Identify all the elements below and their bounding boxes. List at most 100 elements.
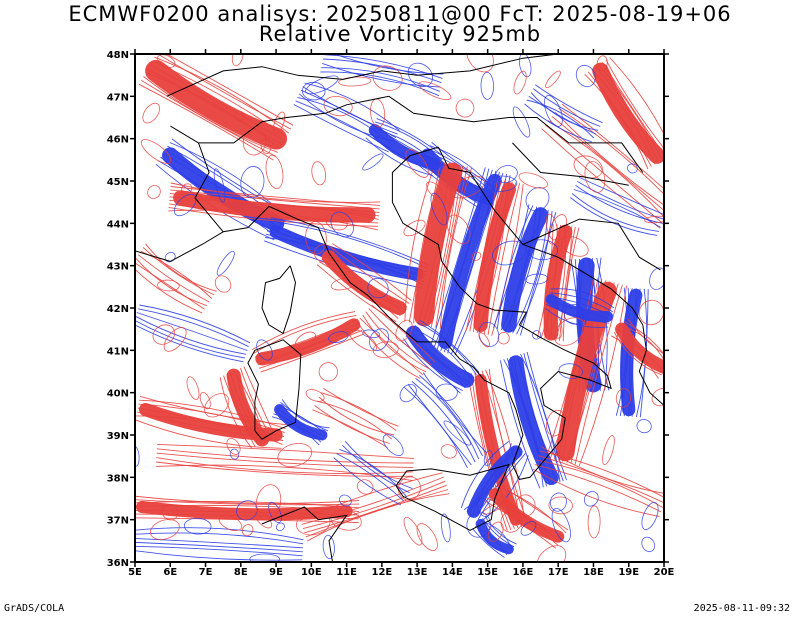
vorticity-contour (480, 181, 513, 334)
vorticity-contour (300, 472, 443, 521)
vorticity-contour (532, 468, 660, 517)
vorticity-core (615, 322, 664, 374)
vorticity-loop (596, 55, 608, 72)
vorticity-contour (135, 419, 282, 449)
lon-tick-label: 6E (163, 567, 177, 578)
vorticity-loop (644, 215, 664, 224)
vorticity-contour (319, 261, 399, 319)
vorticity-contour (467, 374, 508, 531)
vorticity-loop (525, 187, 550, 212)
vorticity-contour (559, 226, 576, 341)
vorticity-contour (135, 324, 244, 363)
vorticity-loop (641, 502, 659, 530)
coastline (247, 339, 302, 440)
vorticity-core (473, 182, 516, 333)
vorticity-loop (649, 267, 664, 290)
vorticity-contour (520, 353, 561, 483)
lat-tick-label: 47N (107, 92, 129, 103)
coastline (522, 218, 661, 271)
lat-tick-label: 36N (107, 558, 129, 569)
vorticity-core (501, 207, 549, 333)
vorticity-contour (419, 375, 484, 457)
vorticity-loop (214, 275, 232, 293)
vorticity-contour (526, 99, 595, 139)
vorticity-contour (584, 73, 649, 170)
vorticity-contour (318, 396, 395, 436)
vorticity-contour (135, 527, 304, 541)
vorticity-core (555, 281, 617, 462)
vorticity-contour (575, 185, 663, 224)
vorticity-core (269, 225, 424, 281)
coastline (135, 231, 224, 262)
vorticity-contour (596, 257, 608, 391)
vorticity-contour (404, 160, 437, 322)
vorticity-contour (512, 209, 549, 334)
vorticity-loop (330, 509, 362, 531)
vorticity-contour (629, 288, 641, 417)
vorticity-loop (305, 221, 327, 255)
lon-tick-label: 5E (128, 567, 142, 578)
vorticity-core (592, 62, 664, 164)
vorticity-loop (161, 504, 179, 521)
vorticity-loop (240, 166, 265, 199)
vorticity-contour (135, 499, 360, 506)
vorticity-loop (627, 163, 638, 174)
lon-tick-label: 12E (371, 567, 392, 578)
vorticity-contour (578, 176, 664, 215)
lon-tick-label: 17E (548, 567, 569, 578)
vorticity-contour (460, 441, 509, 508)
vorticity-loop (348, 328, 378, 352)
vorticity-contour (550, 288, 615, 309)
lat-tick-label: 42N (107, 304, 129, 315)
vorticity-contour (407, 332, 468, 386)
lat-tick-label: 46N (107, 135, 129, 146)
vorticity-core (138, 403, 283, 442)
vorticity-loop (275, 522, 285, 531)
vorticity-loop (216, 250, 235, 276)
vorticity-loop (543, 306, 563, 339)
vorticity-loop (311, 161, 327, 186)
vorticity-loop (548, 496, 573, 515)
vorticity-contour (135, 532, 304, 545)
vorticity-loop (397, 476, 421, 501)
vorticity-loop (478, 332, 490, 348)
vorticity-contour (135, 545, 303, 557)
vorticity-contour (135, 537, 303, 549)
vorticity-contour (544, 124, 664, 225)
vorticity-contour (168, 206, 379, 227)
vorticity-contour (320, 392, 397, 431)
vorticity-loop (277, 443, 313, 467)
vorticity-contour (265, 237, 424, 286)
vorticity-contour (591, 69, 656, 165)
vorticity-contour (365, 311, 430, 370)
vorticity-contour (168, 203, 379, 224)
vorticity-loop (518, 54, 532, 78)
lat-tick-label: 40N (107, 389, 129, 400)
vorticity-contour (447, 172, 504, 354)
vorticity-contour (302, 480, 446, 530)
vorticity-contour (549, 278, 599, 459)
vorticity-contour (617, 328, 664, 372)
lon-tick-label: 11E (336, 567, 357, 578)
vorticity-contour (602, 62, 664, 156)
vorticity-loop (395, 319, 413, 342)
vorticity-contour (463, 443, 512, 511)
vorticity-contour (135, 550, 303, 561)
vorticity-loop (547, 214, 568, 245)
vorticity-contour (430, 165, 464, 327)
vorticity-loop (446, 214, 471, 245)
lon-tick-label: 8E (234, 567, 248, 578)
vorticity-loop (426, 181, 444, 200)
vorticity-loop (583, 491, 599, 507)
vorticity-loop (181, 183, 193, 194)
vorticity-contour (429, 167, 486, 348)
vorticity-contour (571, 193, 660, 232)
vorticity-loop (157, 279, 180, 292)
vorticity-contour (469, 179, 502, 332)
vorticity-contour (293, 104, 389, 153)
vorticity-contour (530, 92, 599, 131)
vorticity-loop (471, 251, 482, 261)
vorticity-loop (443, 420, 472, 446)
vorticity-loop (325, 213, 348, 231)
vorticity-contour (503, 359, 544, 488)
